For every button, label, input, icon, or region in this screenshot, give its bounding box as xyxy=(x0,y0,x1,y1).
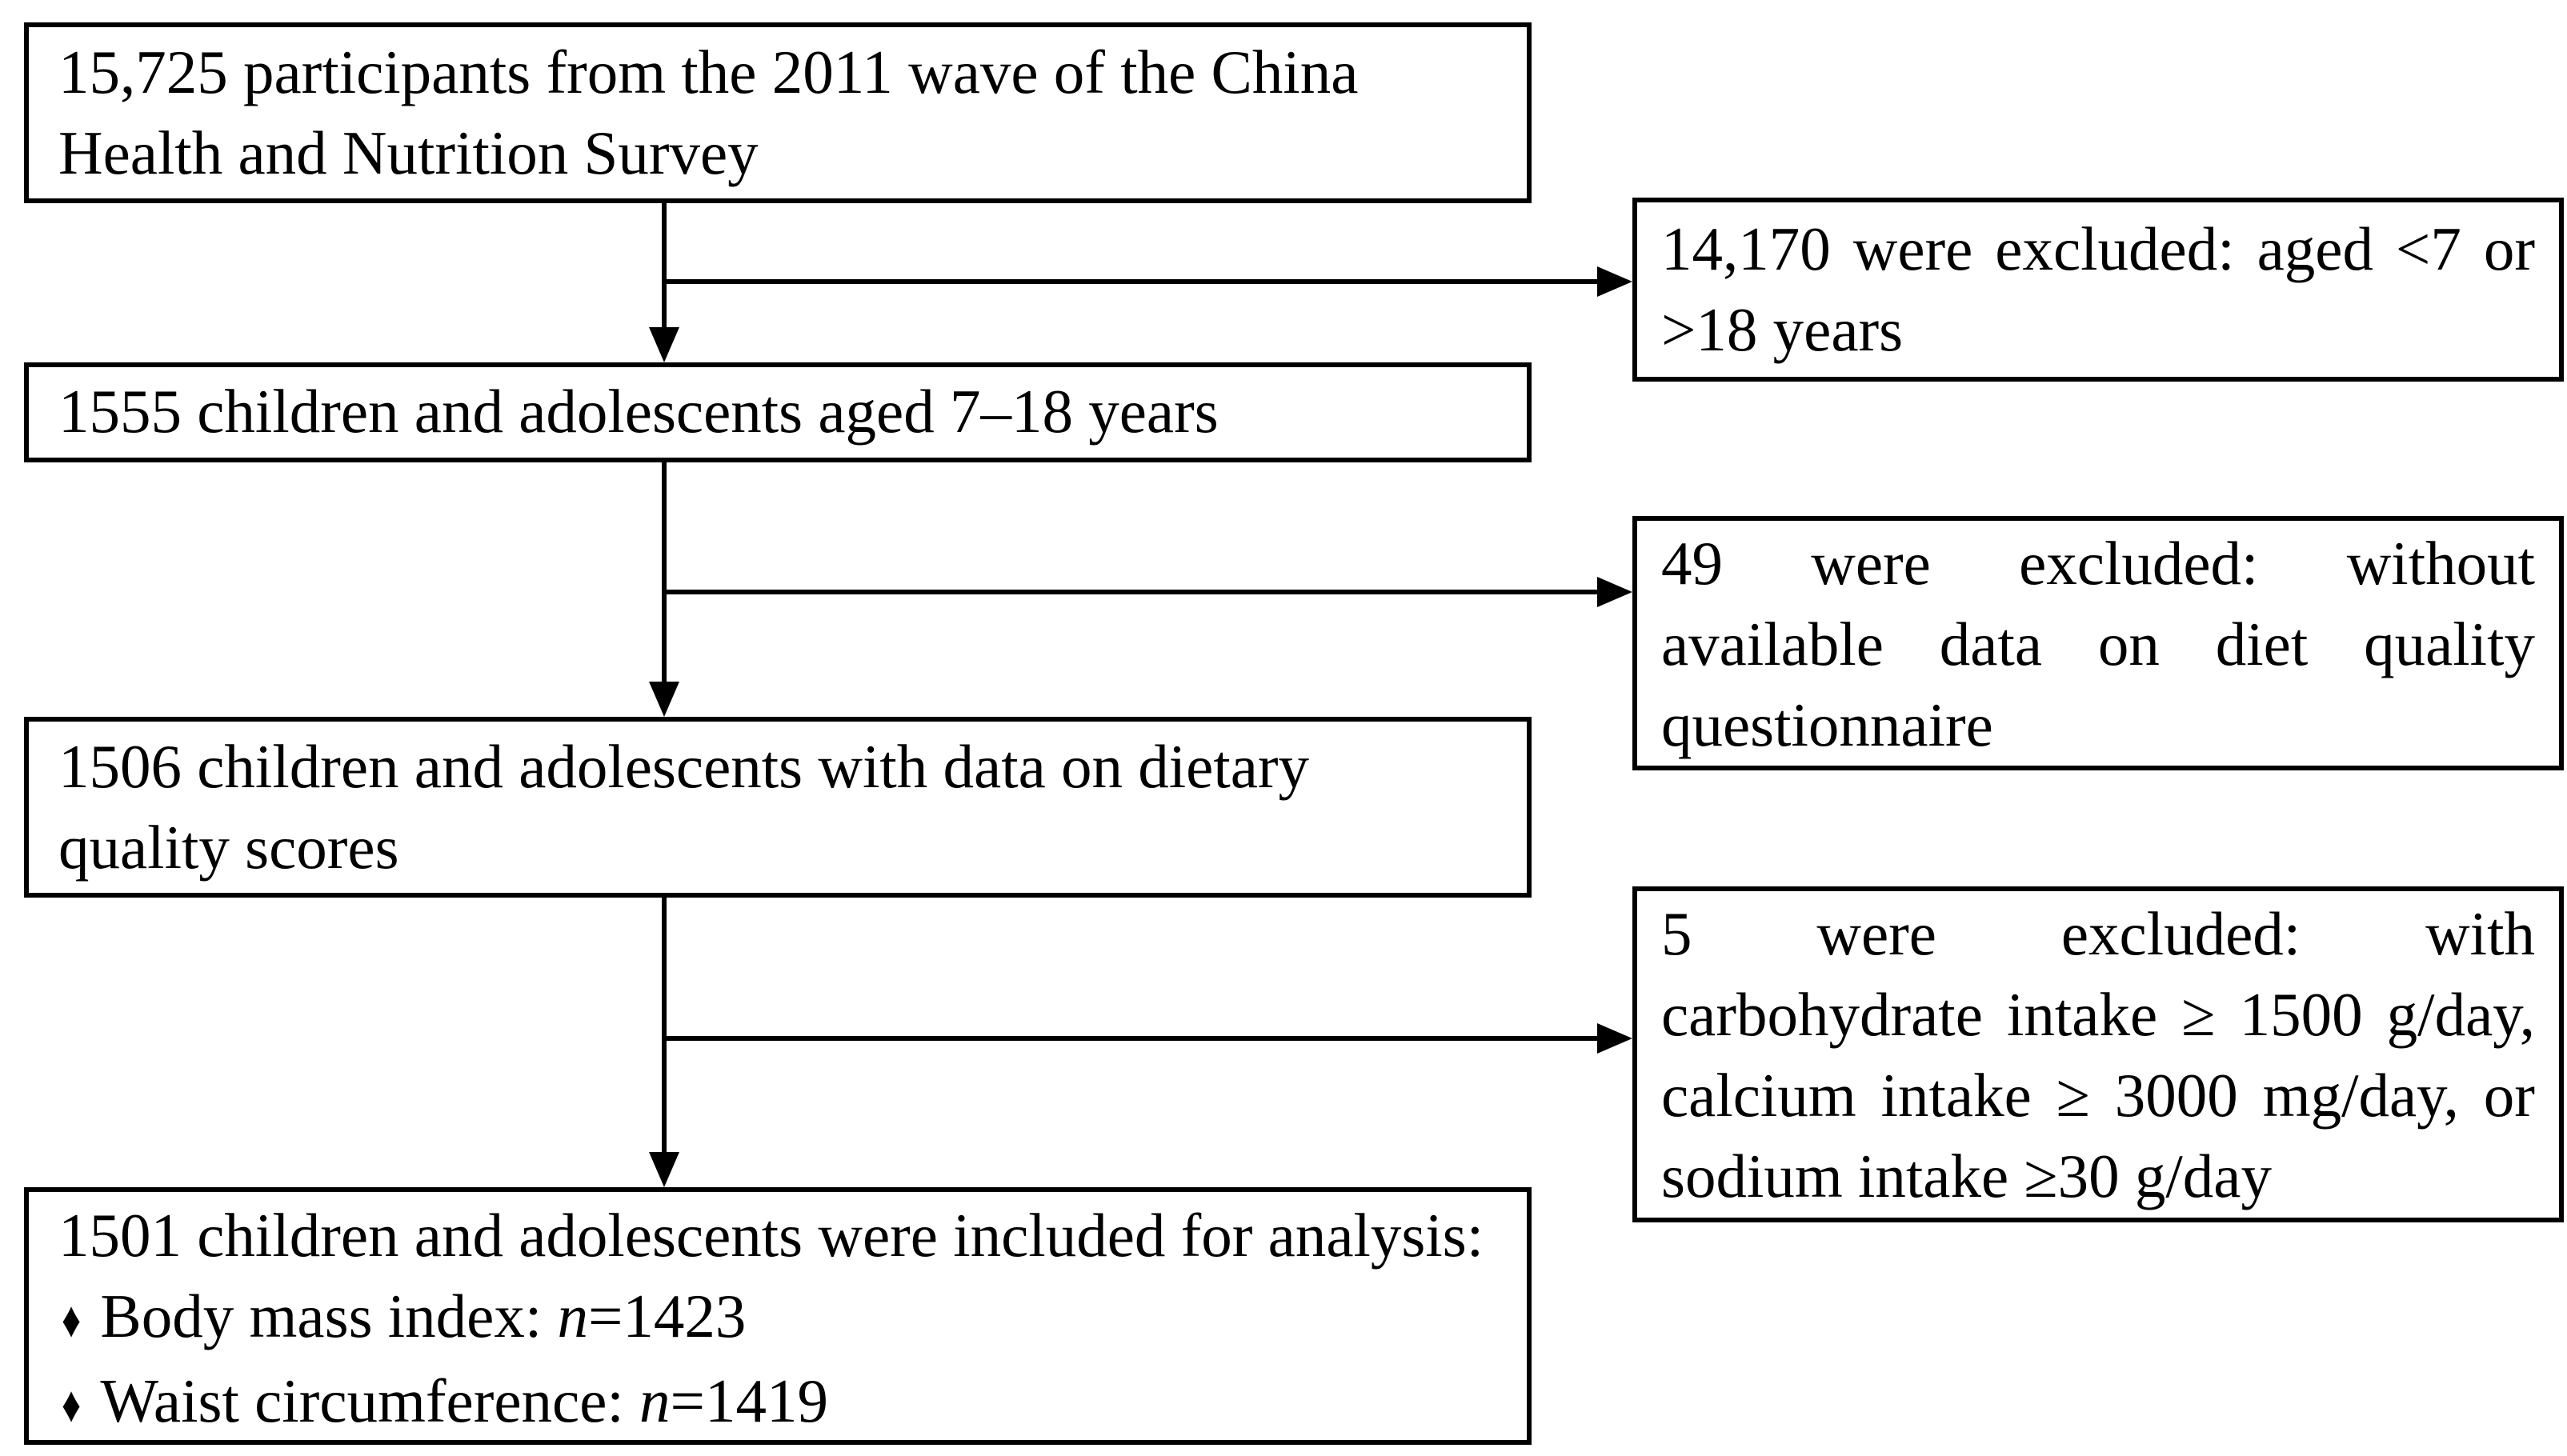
stat-value: =1423 xyxy=(588,1282,747,1350)
box-text-line: 49 were excluded: without xyxy=(1661,529,2535,598)
box-aged-7-18: 1555 children and adolescents aged 7–18 … xyxy=(24,362,1532,462)
arrowhead-down-3 xyxy=(649,1152,679,1187)
arrowhead-down-2 xyxy=(649,682,679,717)
bullet-text: Body mass index: xyxy=(100,1282,558,1350)
arrowhead-down-1 xyxy=(649,327,679,362)
box-text-line: available data on diet quality xyxy=(1661,610,2535,678)
bullet-item-bmi: ♦ Body mass index: n=1423 xyxy=(58,1276,1508,1361)
box-text-line: 1555 children and adolescents aged 7–18 … xyxy=(58,377,1219,446)
connector-vertical-2 xyxy=(662,462,667,682)
box-excluded-intake: 5 were excluded: with carbohydrate intake ≥15… xyxy=(1632,886,2564,1222)
arrowhead-right-1 xyxy=(1597,266,1632,297)
connector-vertical-3 xyxy=(662,898,667,1152)
box-text-line: calcium intake ≥3000 mg/day, or xyxy=(1661,1061,2535,1130)
box-text-line: 1501 children and adolescents were inclu… xyxy=(58,1201,1484,1270)
box-text-line: >18 years xyxy=(1661,295,1904,364)
connector-branch-2 xyxy=(662,590,1597,594)
box-total-participants: 15,725 participants from the 2011 wave o… xyxy=(24,22,1532,203)
box-text-line: Health and Nutrition Survey xyxy=(58,118,759,187)
box-excluded-questionnaire: 49 were excluded: without available data on di… xyxy=(1632,516,2564,770)
stat-value: =1419 xyxy=(670,1366,828,1435)
box-final-analysis: 1501 children and adolescents were inclu… xyxy=(24,1187,1532,1445)
stat-variable: n xyxy=(639,1366,671,1435)
box-text-line: questionnaire xyxy=(1661,690,1993,759)
diamond-bullet-icon: ♦ xyxy=(62,1377,82,1433)
arrowhead-right-3 xyxy=(1597,1023,1632,1054)
box-text-line: carbohydrate intake ≥1500 g/day, xyxy=(1661,980,2535,1049)
arrowhead-right-2 xyxy=(1597,577,1632,607)
box-diet-quality-scores: 1506 children and adolescents with data … xyxy=(24,717,1532,898)
connector-vertical-1 xyxy=(662,203,667,327)
box-text-line: quality scores xyxy=(58,813,399,882)
box-text-line: sodium intake ≥30 g/day xyxy=(1661,1142,2272,1210)
box-text-line: 15,725 participants from the 2011 wave o… xyxy=(58,38,1359,106)
box-text-line: 5 were excluded: with xyxy=(1661,899,2535,968)
diamond-bullet-icon: ♦ xyxy=(62,1292,82,1348)
box-text-line: 1506 children and adolescents with data … xyxy=(58,732,1310,801)
connector-branch-1 xyxy=(662,279,1597,284)
box-excluded-age: 14,170 were excluded: aged <7 or >18 years xyxy=(1632,198,2564,382)
stat-variable: n xyxy=(557,1282,589,1350)
bullet-text: Waist circumference: xyxy=(100,1366,640,1435)
connector-branch-3 xyxy=(662,1036,1597,1041)
box-text-line: 14,170 were excluded: aged <7 or xyxy=(1661,214,2535,283)
bullet-item-waist: ♦ Waist circumference: n=1419 xyxy=(58,1361,1508,1446)
